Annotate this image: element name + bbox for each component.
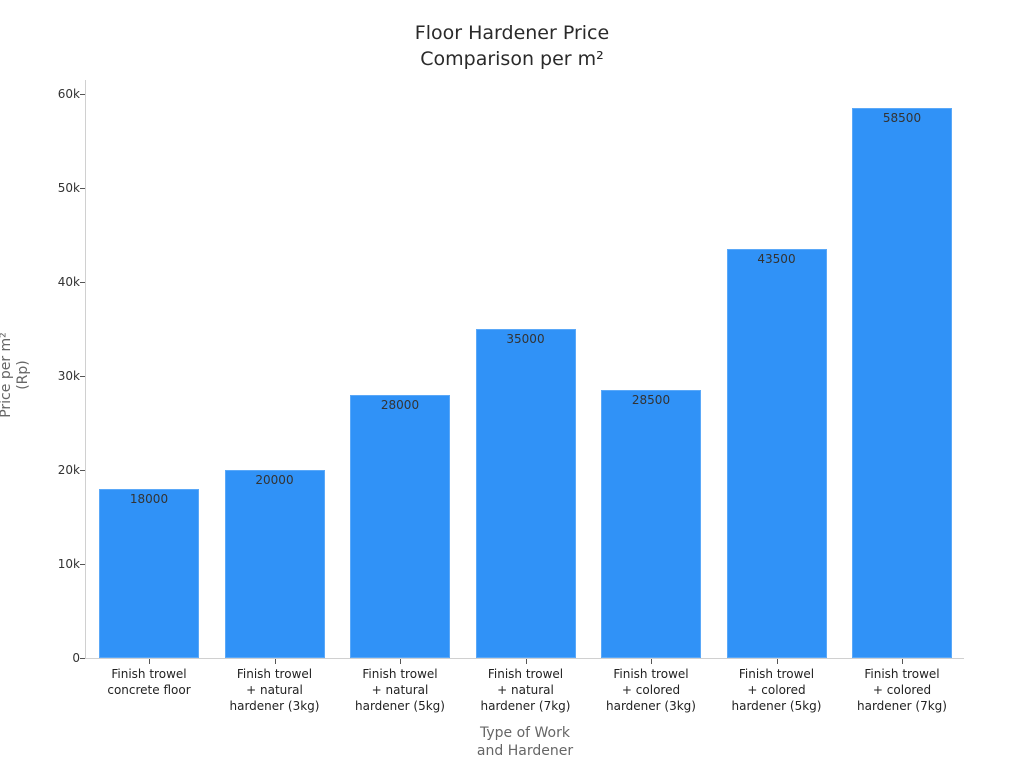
x-axis-label: Type of Work and Hardener [425, 724, 625, 760]
x-tick-label-line: Finish trowel [613, 667, 689, 681]
y-tick-label: 30k [57, 369, 80, 383]
x-tick-label: Finish trowel concrete floor [89, 666, 209, 698]
x-tick-label-line: hardener (3kg) [229, 699, 320, 713]
x-tick-label: Finish trowel + natural hardener (3kg) [215, 666, 335, 714]
y-tick-mark [80, 376, 85, 377]
bar [475, 329, 576, 658]
bar [726, 249, 827, 658]
y-tick-label: 20k [57, 463, 80, 477]
bar [601, 390, 701, 658]
x-tick-label-line: + colored [872, 683, 932, 697]
x-tick-label-line: Finish trowel [362, 667, 438, 681]
bar-value-label: 18000 [129, 491, 169, 506]
chart-title: Floor Hardener Price Comparison per m² [0, 20, 1024, 72]
y-tick-label: 40k [57, 275, 80, 289]
x-axis-line [85, 658, 964, 659]
y-tick-mark [80, 470, 85, 471]
y-tick-label: 0 [72, 651, 80, 665]
x-tick-label-line: hardener (7kg) [857, 699, 947, 713]
x-tick-label-line: + colored [621, 683, 681, 697]
y-tick-mark [80, 94, 85, 95]
bar-value-label: 20000 [255, 473, 294, 487]
x-tick-label-line: Finish trowel [111, 667, 187, 681]
x-tick-label-line: + colored [747, 683, 806, 697]
bar-value-label: 28500 [631, 393, 671, 408]
x-tick-label: Finish trowel + natural hardener (5kg) [340, 666, 460, 714]
x-tick-label: Finish trowel + colored hardener (7kg) [842, 666, 962, 714]
bar-value-label: 43500 [757, 252, 796, 267]
x-tick-label: Finish trowel + natural hardener (7kg) [466, 666, 586, 714]
x-tick-mark [274, 659, 276, 664]
y-tick-label: 10k [57, 557, 80, 571]
chart-title-line-1: Floor Hardener Price [414, 22, 610, 44]
x-tick-label: Finish trowel + colored hardener (3kg) [591, 666, 711, 714]
x-axis-label-line-2: and Hardener [476, 743, 574, 759]
x-tick-label: Finish trowel + colored hardener (5kg) [717, 666, 837, 714]
y-tick-mark [80, 658, 85, 659]
x-tick-mark [902, 659, 903, 664]
x-tick-label-line: hardener (3kg) [606, 699, 696, 713]
chart-title-line-2: Comparison per m² [420, 48, 604, 70]
y-tick-label: 50k [57, 181, 80, 195]
x-tick-label-line: concrete floor [107, 683, 191, 697]
x-tick-label-line: + natural [371, 683, 429, 697]
bar-value-label: 35000 [506, 332, 545, 346]
x-tick-label-line: Finish trowel [738, 667, 815, 681]
x-tick-mark [400, 659, 401, 664]
x-tick-label-line: Finish trowel [487, 667, 564, 681]
y-tick-mark [80, 188, 85, 189]
x-tick-mark [525, 659, 527, 664]
x-tick-label-line: + natural [497, 683, 554, 697]
bar [224, 470, 325, 658]
x-tick-label-line: hardener (5kg) [731, 699, 822, 713]
bar-value-label: 58500 [882, 111, 922, 126]
x-tick-mark [651, 659, 652, 664]
x-tick-mark [776, 659, 778, 664]
y-tick-mark [80, 564, 85, 565]
bar [99, 488, 199, 658]
bar-value-label: 28000 [380, 397, 420, 412]
y-axis-line [85, 80, 86, 658]
y-tick-label: 60k [57, 87, 80, 101]
x-tick-label-line: hardener (5kg) [355, 699, 445, 713]
x-tick-label-line: Finish trowel [864, 667, 940, 681]
bar [852, 108, 952, 658]
x-tick-label-line: Finish trowel [236, 667, 313, 681]
x-tick-mark [149, 659, 150, 664]
x-tick-label-line: hardener (7kg) [480, 699, 571, 713]
bar [350, 394, 450, 658]
x-tick-label-line: + natural [246, 683, 303, 697]
x-axis-label-line-1: Type of Work [479, 725, 570, 741]
y-tick-mark [80, 282, 85, 283]
